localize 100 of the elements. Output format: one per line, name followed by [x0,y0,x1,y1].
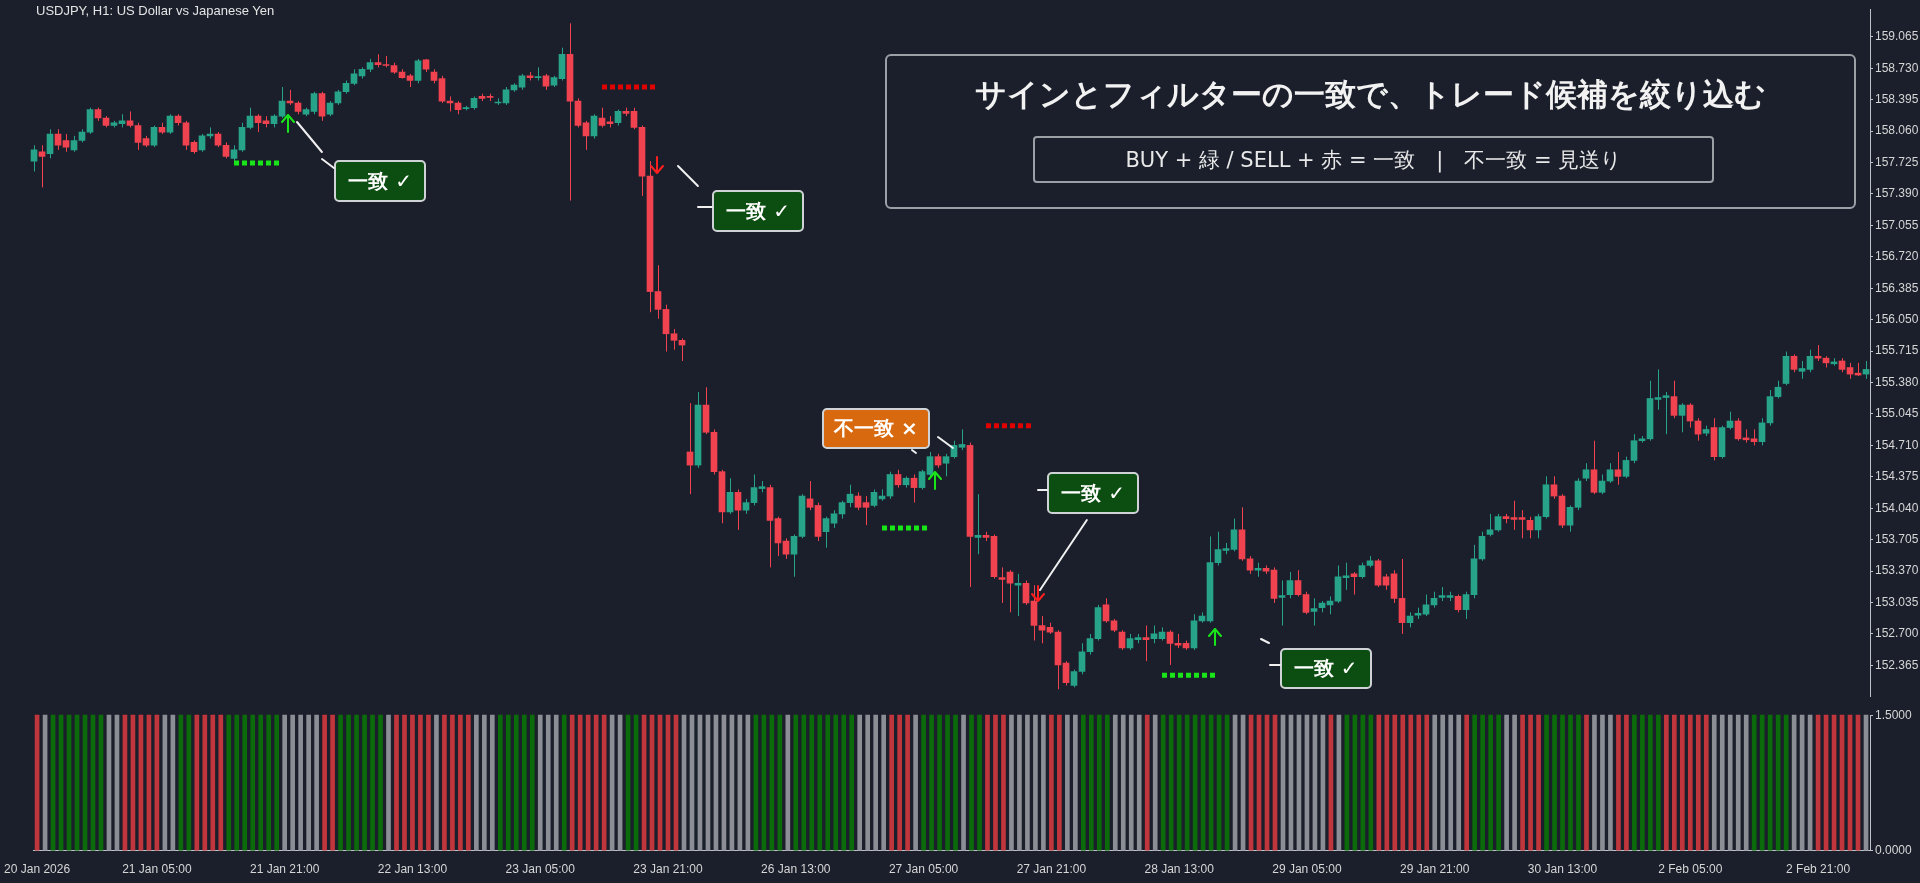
annotation: BUY + 緑 / SELL + 赤 = 一致 | 不一致 = 見送り [1033,136,1715,183]
candlestick [862,495,870,526]
y-tick-label: 153.705 [1875,531,1919,546]
candlestick [1606,462,1614,484]
annotation: 不一致 × [821,408,930,449]
candlestick [942,453,950,477]
candlestick [822,516,830,549]
candlestick [782,537,790,560]
chart-title: USDJPY, H1: US Dollar vs Japanese Yen [36,3,275,18]
candlestick [1310,597,1318,627]
x-tick-label: 2 Feb 05:00 [1658,862,1723,877]
x-tick-label: 28 Jan 13:00 [1144,862,1215,877]
info-panel: サインとフィルターの一致で、トレード候補を絞り込む BUY + 緑 / SELL + 赤 = 一致 | 不一致 = 見送り [884,54,1857,209]
candlestick [630,107,638,130]
candlestick [1302,591,1310,615]
candlestick [1230,518,1238,552]
candlestick [1278,579,1286,627]
candlestick [1086,633,1094,656]
candlestick [1006,569,1014,613]
candlestick [750,473,758,506]
x-tick-label: 21 Jan 21:00 [249,862,320,877]
candlestick [1422,594,1430,617]
y-tick-label: 157.055 [1875,217,1919,232]
y-tick-label: 155.715 [1875,343,1919,358]
candlestick [1534,513,1542,539]
candlestick [1518,509,1526,539]
candlestick [1038,615,1046,644]
candlestick [1550,475,1558,500]
candlestick [246,107,254,130]
candlestick [438,75,446,104]
x-tick-label: 27 Jan 21:00 [1016,862,1087,877]
y-tick-label: 153.035 [1875,594,1919,609]
x-tick-label: 22 Jan 13:00 [377,862,448,877]
x-tick-label: 23 Jan 05:00 [505,862,576,877]
y-tick-label: 157.390 [1875,186,1919,201]
candlestick [1294,569,1302,597]
candlestick [1670,380,1678,419]
candlestick [1806,349,1814,373]
x-tick-label: 26 Jan 13:00 [761,862,831,877]
annotation: 一致 ✓ [334,160,427,202]
y-tick-label: 154.040 [1875,500,1919,515]
candlestick [134,122,142,151]
candlestick [238,122,246,153]
x-tick-label: 2 Feb 21:00 [1786,862,1851,877]
y-tick-label: 158.395 [1875,92,1919,107]
x-tick-label: 27 Jan 05:00 [888,862,959,877]
candlestick [1214,531,1222,566]
candlestick [1526,516,1534,539]
x-tick-label: 23 Jan 21:00 [633,862,704,877]
candlestick [654,264,662,320]
annotation: 一致 ✓ [1047,472,1140,514]
annotation: サインとフィルターの一致で、トレード候補を絞り込む [973,75,1767,114]
annotation: 一致 ✓ [1279,648,1372,689]
candlestick [998,566,1006,604]
candlestick [150,125,158,148]
y-tick-label: 158.730 [1875,60,1919,75]
y-tick-label: 157.725 [1875,154,1919,169]
y-tick-label: 155.045 [1875,406,1919,421]
candlestick [910,473,918,504]
y-tick-label: 152.700 [1875,626,1919,641]
candlestick [974,493,982,555]
candlestick [318,91,326,122]
candlestick [790,534,798,578]
y-tick-label: 155.380 [1875,374,1919,389]
candlestick [926,451,934,477]
candlestick [54,128,62,151]
candlestick [582,120,590,151]
candlestick [1678,402,1686,433]
candlestick [310,91,318,115]
y-tick-label: 159.065 [1875,29,1919,44]
x-tick-label: 29 Jan 05:00 [1272,862,1342,877]
annotation: 一致 ✓ [712,190,805,232]
candlestick [1286,571,1294,599]
candlestick [1014,573,1022,617]
candlestick [1078,642,1086,675]
candlestick [670,328,678,351]
candlestick [918,469,926,490]
candlestick [1166,629,1174,666]
x-tick-label: 30 Jan 13:00 [1527,862,1598,877]
y-tick-label: 152.365 [1875,657,1919,672]
candlestick [1478,531,1486,562]
y-tick-label: 0.0000 [1875,842,1913,857]
candlestick [1462,591,1470,620]
candlestick [1510,500,1518,531]
candlestick [1630,433,1638,464]
candlestick [1590,440,1598,495]
candlestick [414,58,422,84]
candlestick [1142,625,1150,662]
candlestick [1654,368,1662,411]
y-tick-label: 154.375 [1875,469,1919,484]
y-tick-label: 154.710 [1875,437,1919,452]
x-tick-label: 21 Jan 05:00 [122,862,192,877]
y-tick-label: 1.5000 [1875,707,1913,722]
x-tick-label: 20 Jan 2026 [4,862,71,877]
candlestick [1622,456,1630,479]
candlestick [1598,473,1606,495]
y-tick-label: 156.050 [1875,312,1919,327]
y-tick-label: 153.370 [1875,563,1919,578]
candlestick [86,107,94,135]
candlestick [958,428,966,451]
